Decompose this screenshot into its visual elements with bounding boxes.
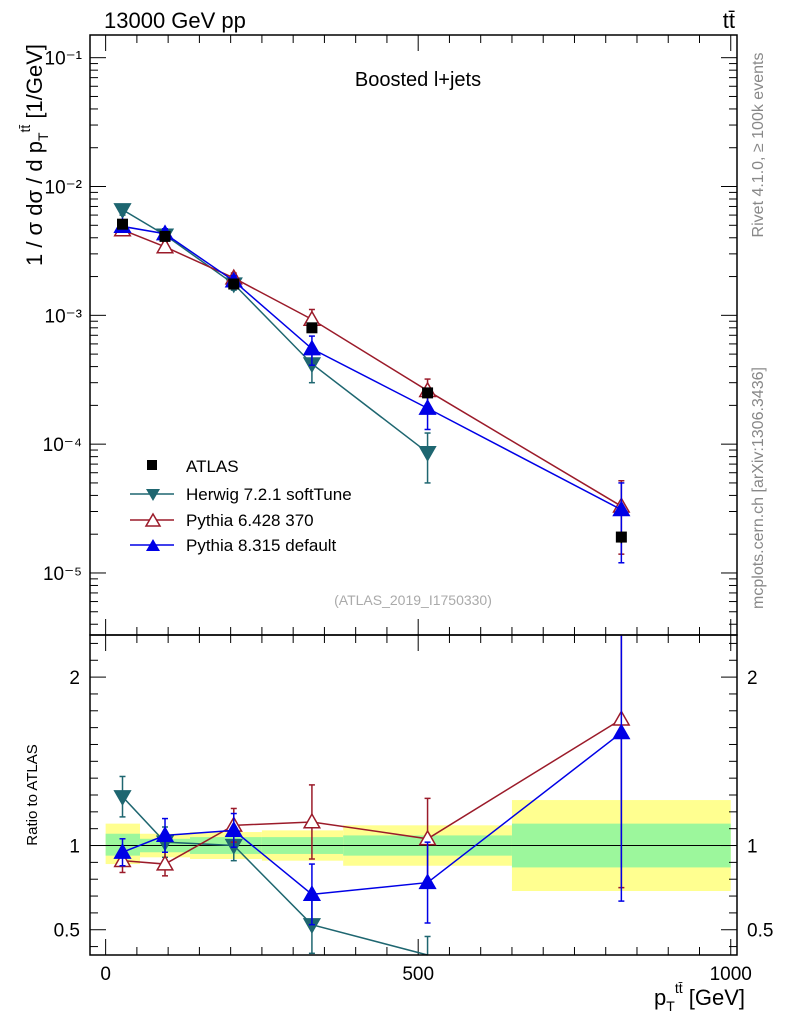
ratio-point-0	[113, 790, 132, 806]
main-y-tick-label: 10⁻²	[45, 178, 83, 199]
data-point	[615, 531, 627, 543]
ratio-y-tick-label: 1	[69, 837, 80, 858]
legend-entry-pythia8: Pythia 8.315 default	[130, 536, 337, 555]
legend-entry-atlas: ATLAS	[147, 457, 239, 476]
main-y-axis: 10⁻⁵ 10⁻⁴ 10⁻³ 10⁻² 10⁻¹	[43, 35, 737, 635]
x-axis-label: pTtt̄ [GeV]	[654, 980, 745, 1014]
main-series-line-1	[122, 229, 622, 507]
ratio-point-2	[224, 821, 243, 837]
data-point	[306, 322, 318, 334]
chart-title: Boosted l+jets	[355, 69, 481, 91]
main-point-2	[302, 339, 322, 356]
ratio-point-2	[302, 885, 322, 901]
ratio-point-2	[418, 873, 437, 890]
main-data-marks	[113, 203, 631, 564]
main-y-axis-label: 1 / σ dσ / d pTtt̄ [1/GeV]	[17, 44, 51, 266]
main-point-1	[155, 237, 175, 254]
data-point	[422, 387, 434, 399]
legend-entry-pythia6: Pythia 6.428 370	[130, 511, 314, 530]
ratio-series-line-1	[122, 718, 622, 865]
energy-label: 13000 GeV pp	[104, 8, 246, 33]
main-y-tick-label: 10⁻¹	[45, 49, 83, 70]
main-point-2	[612, 500, 631, 517]
main-point-0	[418, 445, 437, 462]
main-point-0	[113, 203, 132, 220]
ratio-series-line-0	[121, 796, 428, 956]
main-series-line-2	[122, 225, 622, 511]
analysis-tag: (ATLAS_2019_I1750330)	[334, 592, 492, 608]
ratio-y-tick-label-right: 1	[747, 837, 758, 858]
main-plot-panel: Boosted l+jets (ATLAS_2019_I1750330) 10⁻…	[43, 34, 738, 636]
main-y-tick-label: 10⁻³	[45, 306, 83, 327]
ratio-point-2	[612, 723, 631, 740]
legend-label-pythia8: Pythia 8.315 default	[186, 536, 337, 555]
ratio-y-tick-label-right: 0.5	[747, 921, 773, 942]
ratio-point-1	[302, 812, 322, 829]
data-point	[117, 218, 129, 230]
legend-label-herwig: Herwig 7.2.1 softTune	[186, 485, 352, 504]
ratio-y-tick-label: 0.5	[54, 921, 80, 942]
ratio-x-tick-label: 500	[402, 964, 434, 985]
ratio-plot-panel: 0.5 0.5 1 1 2 2 0 500 1000	[54, 634, 773, 985]
ratio-x-tick-label: 1000	[710, 964, 752, 985]
ratio-point-1	[155, 854, 175, 871]
process-label: tt̄	[723, 8, 735, 33]
svg-text:pTtt̄ [GeV]: pTtt̄ [GeV]	[654, 980, 745, 1014]
mcplots-label: mcplots.cern.ch [arXiv:1306.3436]	[750, 367, 767, 609]
ratio-point-2	[113, 842, 132, 859]
ratio-y-axis: 0.5 0.5 1 1 2 2 0 500 1000	[54, 635, 773, 985]
ratio-y-tick-label: 2	[69, 668, 80, 689]
legend: ATLAS Herwig 7.2.1 softTune Pythia 6.428…	[130, 457, 352, 555]
legend-label-pythia6: Pythia 6.428 370	[186, 511, 314, 530]
legend-label-atlas: ATLAS	[186, 457, 239, 476]
ratio-point-2	[155, 826, 175, 843]
ratio-data-marks	[113, 635, 631, 956]
main-y-tick-label: 10⁻⁴	[43, 435, 82, 456]
ratio-panel-frame	[89, 634, 738, 956]
svg-text:1 / σ dσ / d pTtt̄ [1/GeV]: 1 / σ dσ / d pTtt̄ [1/GeV]	[17, 44, 51, 266]
ratio-y-tick-label-right: 2	[747, 668, 758, 689]
data-point	[159, 230, 171, 242]
ratio-series-line-2	[122, 732, 622, 896]
legend-entry-herwig: Herwig 7.2.1 softTune	[130, 485, 352, 504]
data-point	[228, 278, 240, 290]
main-point-2	[418, 398, 437, 415]
main-y-tick-label: 10⁻⁵	[43, 564, 82, 585]
rivet-version-label: Rivet 4.1.0, ≥ 100k events	[750, 53, 767, 238]
ratio-x-tick-label: 0	[100, 964, 111, 985]
ratio-y-axis-label: Ratio to ATLAS	[24, 744, 41, 845]
